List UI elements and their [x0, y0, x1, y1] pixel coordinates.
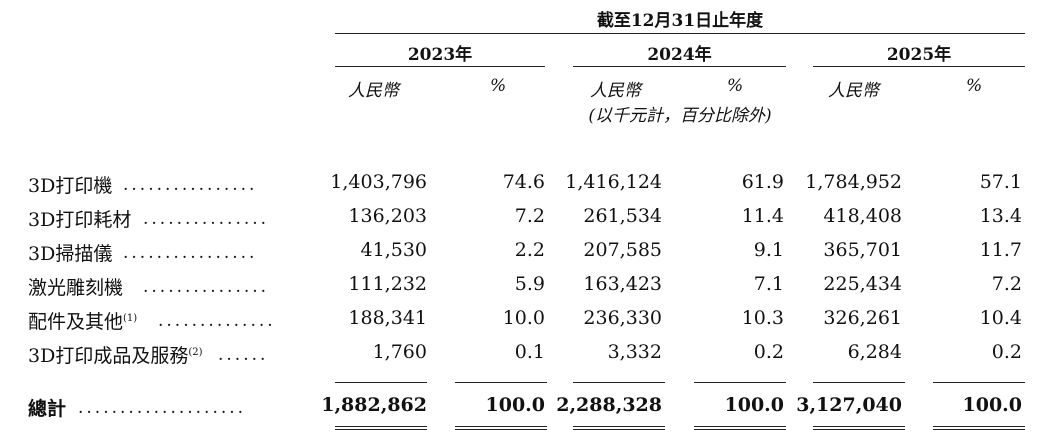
total-value-2024: 2,288,328 — [556, 394, 662, 416]
total-percent-2024: 100.0 — [724, 394, 785, 416]
percent-2023: 0.1 — [514, 341, 545, 363]
row-label: 3D掃描儀 — [28, 243, 113, 265]
value-2024: 3,332 — [607, 341, 662, 363]
total-double-rule — [573, 426, 665, 430]
total-row: 總計 .................... 1,882,862 100.0 … — [0, 394, 1050, 422]
total-double-rule — [694, 426, 786, 430]
percent-2023: 10.0 — [502, 307, 545, 329]
percent-2024: 10.3 — [741, 307, 784, 329]
total-value-2025: 3,127,040 — [796, 394, 902, 416]
table-row: 3D掃描儀 ................ 41,530 2.2 207,58… — [0, 239, 1050, 267]
value-2023: 1,760 — [372, 341, 427, 363]
value-2024: 207,585 — [583, 239, 662, 261]
value-2023: 41,530 — [360, 239, 427, 261]
value-2025: 1,784,952 — [805, 171, 902, 193]
leader-dots: ...... — [218, 345, 269, 365]
percent-2024: % — [727, 76, 744, 96]
row-label: 配件及其他(1) — [28, 311, 138, 333]
period-header: 截至12月31日止年度 — [596, 11, 764, 31]
table-row: 3D打印機 ................ 1,403,796 74.6 1,… — [0, 171, 1050, 199]
value-2024: 236,330 — [583, 307, 662, 329]
header-rule — [335, 33, 1025, 34]
value-2023: 111,232 — [348, 273, 427, 295]
percent-2023: 2.2 — [514, 239, 545, 261]
unit-note: (以千元計，百分比除外) — [588, 106, 772, 126]
value-2024: 1,416,124 — [565, 171, 662, 193]
percent-2023: 5.9 — [514, 273, 545, 295]
percent-2025: 11.7 — [979, 239, 1022, 261]
value-2025: 418,408 — [823, 205, 902, 227]
year-2024: 2024年 — [647, 45, 712, 65]
value-2024: 163,423 — [583, 273, 662, 295]
currency-2023: 人民幣 — [348, 81, 399, 101]
row-label: 3D打印耗材 — [28, 209, 132, 231]
subtotal-rule — [933, 382, 1025, 383]
percent-2024: 0.2 — [753, 341, 784, 363]
total-double-rule — [933, 426, 1025, 430]
year-2023-rule — [335, 66, 545, 67]
percent-2023: 7.2 — [514, 205, 545, 227]
value-2024: 261,534 — [583, 205, 662, 227]
table-row: 激光雕刻機 ............... 111,232 5.9 163,42… — [0, 273, 1050, 301]
leader-dots: ................ — [123, 175, 258, 195]
total-value-2023: 1,882,862 — [321, 394, 427, 416]
total-percent-2025: 100.0 — [962, 394, 1023, 416]
total-double-rule — [335, 426, 427, 430]
leader-dots: ................ — [123, 243, 258, 263]
subtotal-rule — [813, 382, 905, 383]
row-label: 3D打印機 — [28, 175, 113, 197]
percent-2025: 10.4 — [979, 307, 1022, 329]
value-2025: 365,701 — [823, 239, 902, 261]
year-2024-rule — [573, 66, 786, 67]
value-2025: 225,434 — [823, 273, 902, 295]
currency-2024: 人民幣 — [590, 81, 641, 101]
table-row: 3D打印成品及服務(2) ...... 1,760 0.1 3,332 0.2 … — [0, 341, 1050, 369]
leader-dots: ............... — [143, 209, 270, 229]
total-double-rule — [455, 426, 547, 430]
percent-2025: 13.4 — [979, 205, 1022, 227]
subtotal-rule — [573, 382, 665, 383]
percent-2025: 57.1 — [979, 171, 1022, 193]
percent-2023: % — [490, 76, 507, 96]
percent-2025: 0.2 — [991, 341, 1022, 363]
percent-2024: 11.4 — [741, 205, 784, 227]
total-double-rule — [813, 426, 905, 430]
year-2025: 2025年 — [886, 45, 952, 65]
subtotal-rule — [694, 382, 786, 383]
row-label: 激光雕刻機 — [28, 277, 124, 299]
value-2025: 6,284 — [847, 341, 902, 363]
leader-dots: .................... — [78, 398, 247, 418]
percent-2024: 61.9 — [741, 171, 784, 193]
value-2023: 136,203 — [348, 205, 427, 227]
value-2023: 188,341 — [348, 307, 427, 329]
total-label: 總計 — [28, 398, 67, 420]
value-2023: 1,403,796 — [330, 171, 427, 193]
subtotal-rule — [335, 382, 427, 383]
leader-dots: .............. — [158, 311, 276, 331]
total-percent-2023: 100.0 — [485, 394, 546, 416]
leader-dots: ............... — [143, 277, 270, 297]
percent-2025: % — [966, 76, 983, 96]
value-2025: 326,261 — [823, 307, 902, 329]
table-row: 配件及其他(1) .............. 188,341 10.0 236… — [0, 307, 1050, 335]
percent-2025: 7.2 — [991, 273, 1022, 295]
year-2023: 2023年 — [407, 45, 473, 65]
row-label: 3D打印成品及服務(2) — [28, 345, 203, 367]
percent-2024: 7.1 — [753, 273, 784, 295]
table-row: 3D打印耗材 ............... 136,203 7.2 261,5… — [0, 205, 1050, 233]
currency-2025: 人民幣 — [828, 81, 879, 101]
percent-2023: 74.6 — [502, 171, 545, 193]
subtotal-rule — [455, 382, 547, 383]
year-2025-rule — [813, 66, 1025, 67]
percent-2024: 9.1 — [753, 239, 784, 261]
